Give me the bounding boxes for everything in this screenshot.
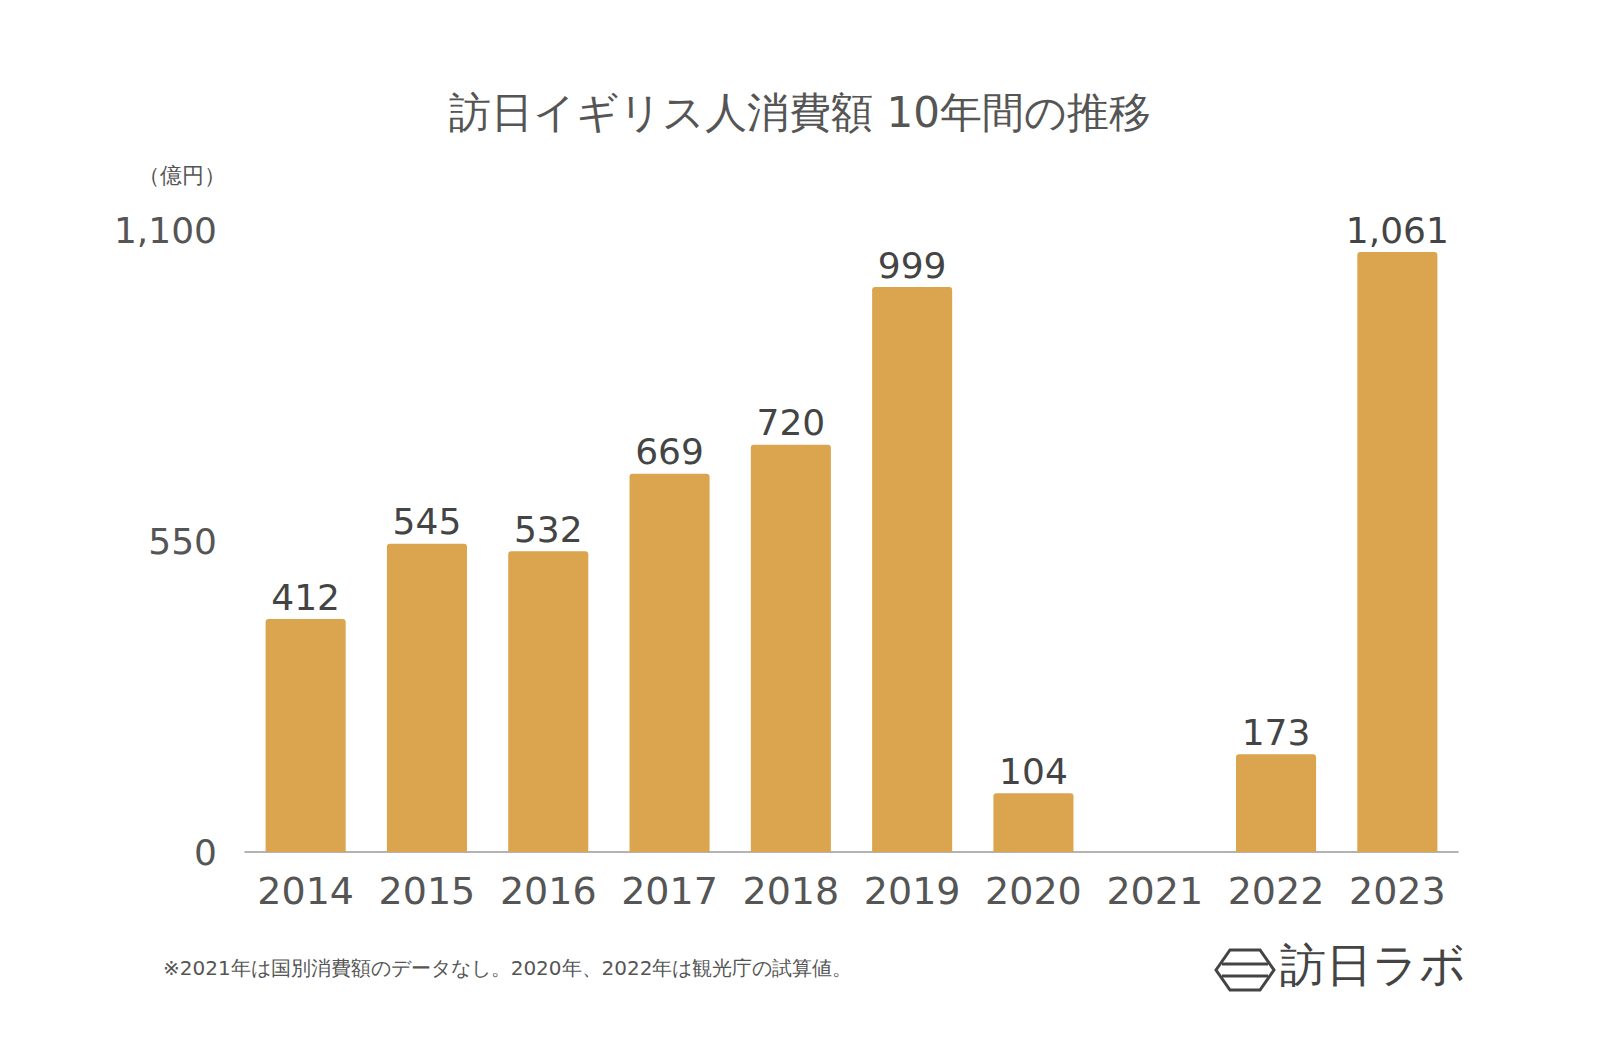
svg-text:2016: 2016 [500,869,597,913]
svg-text:1,100: 1,100 [114,210,217,251]
svg-text:545: 545 [393,501,462,542]
svg-text:2015: 2015 [379,869,476,913]
svg-text:2018: 2018 [742,869,839,913]
svg-text:2021: 2021 [1106,869,1203,913]
svg-text:2022: 2022 [1228,869,1325,913]
svg-text:（億円）: （億円） [138,163,226,188]
svg-text:0: 0 [194,832,217,873]
svg-text:532: 532 [514,509,583,550]
svg-text:※2021年は国別消費額のデータなし。2020年、2022年: ※2021年は国別消費額のデータなし。2020年、2022年は観光庁の試算値。 [163,956,852,980]
svg-text:2023: 2023 [1349,869,1446,913]
svg-text:2020: 2020 [985,869,1082,913]
svg-text:訪日イギリス人消費額 10年間の推移: 訪日イギリス人消費額 10年間の推移 [449,88,1151,137]
svg-text:訪日ラボ: 訪日ラボ [1280,938,1466,992]
svg-text:1,061: 1,061 [1346,210,1449,251]
svg-text:2014: 2014 [257,869,354,913]
svg-text:412: 412 [271,577,340,618]
svg-text:104: 104 [999,751,1068,792]
svg-text:550: 550 [148,521,217,562]
svg-text:2019: 2019 [864,869,961,913]
svg-text:2017: 2017 [621,869,718,913]
svg-text:720: 720 [756,402,825,443]
svg-text:669: 669 [635,431,704,472]
svg-text:999: 999 [878,245,947,286]
svg-text:173: 173 [1242,712,1311,753]
